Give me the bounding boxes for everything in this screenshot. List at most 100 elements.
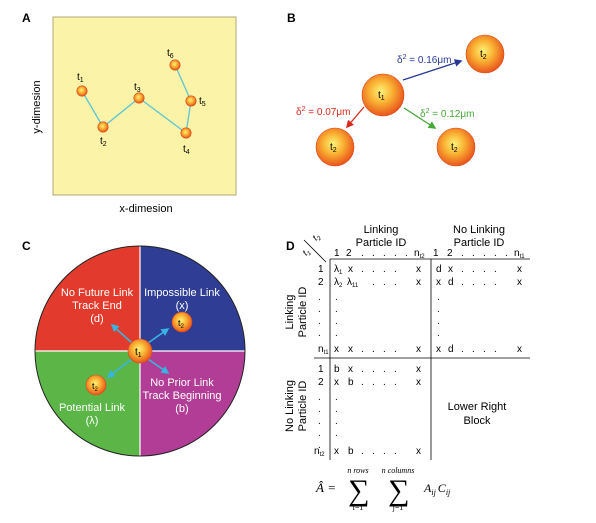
row-index-top-0: 1 <box>318 264 324 275</box>
row-index-bottom-3: . <box>318 404 321 415</box>
panel-a-points: t1 t2 t3 t4 t5 t6 <box>76 48 206 156</box>
ul-vdot-0: . <box>335 292 338 303</box>
ul-entry-0-5: . <box>394 264 397 275</box>
row-index-bottom-5: . <box>318 428 321 439</box>
ur-entry-1-4: . <box>483 277 486 288</box>
ul-entry-2-5: . <box>394 344 397 355</box>
row-index-top-6: nt1 <box>318 344 329 356</box>
ur-entry-0-5: . <box>494 264 497 275</box>
c-particle-bl-label: t2 <box>92 381 99 393</box>
ur-entry-2-1: d <box>448 344 454 355</box>
ul-entry-2-4: . <box>383 344 386 355</box>
ur-entry-0-3: . <box>472 264 475 275</box>
delta-red-label: δ2 = 0.07μm <box>296 106 350 118</box>
row-index-top-4: . <box>318 316 321 327</box>
col-index-right-5: . <box>494 248 497 259</box>
quadrant-tl-line2: Track End <box>72 300 122 312</box>
ll-entry-2-5: . <box>394 446 397 457</box>
col-index-right-7: nt1 <box>514 248 525 260</box>
track-point-2 <box>97 121 109 133</box>
track-point-label-4: t4 <box>183 144 190 156</box>
track-point-1 <box>76 85 88 97</box>
ur-vdot-0: . <box>437 292 440 303</box>
ur-entry-0-0: d <box>436 264 442 275</box>
ur-entry-2-3: . <box>472 344 475 355</box>
ur-entry-0-1: x <box>448 264 453 275</box>
ur-entry-2-4: . <box>483 344 486 355</box>
ul-entry-2-3: . <box>372 344 375 355</box>
track-point-3 <box>133 92 145 104</box>
c-particle-bl <box>85 374 107 396</box>
ul-entry-1-0: λ2 <box>334 277 343 289</box>
particle-target-1 <box>465 34 505 74</box>
row-index-top-3: . <box>318 304 321 315</box>
ul-vdot-1: . <box>335 304 338 315</box>
ur-entry-2-0: x <box>436 344 441 355</box>
panel-b-label: B <box>287 11 296 25</box>
c-arrow-tr <box>147 328 170 344</box>
ul-entry-1-4: . <box>394 277 397 288</box>
ll-entry-0-0: b <box>334 364 340 375</box>
row-head-top-line1: Linking <box>284 295 296 330</box>
row-index-bottom-4: . <box>318 416 321 427</box>
quadrant-top-right <box>140 246 245 351</box>
quadrant-tr-line2: (x) <box>176 300 189 312</box>
row-index-bottom-7: nt2 <box>314 446 325 458</box>
c-particle-tr <box>171 311 193 333</box>
formula: Â = ∑ n rows i=1 ∑ n columns j=1 Aij Cij <box>315 466 451 512</box>
ur-entry-2-5: . <box>494 344 497 355</box>
col-index-left-5: . <box>394 248 397 259</box>
panel-a: A x-dimesion y-dimesion t1 t2 t3 t4 t5 t6 <box>22 11 237 215</box>
ll-vdot-0: . <box>335 392 338 403</box>
track-line <box>81 64 192 135</box>
ll-entry-1-1: b <box>348 377 354 388</box>
col-head-left-line2: Particle ID <box>356 237 407 249</box>
quadrant-tr-line1: Impossible Link <box>144 287 220 299</box>
panel-a-ylabel: y-dimesion <box>31 80 43 133</box>
ul-entry-2-2: . <box>361 344 364 355</box>
c-particle-t1 <box>127 338 153 364</box>
track-point-label-1: t1 <box>77 72 84 84</box>
ll-entry-2-0: x <box>334 446 339 457</box>
ul-entry-2-6: x <box>416 344 421 355</box>
ur-entry-0-4: . <box>483 264 486 275</box>
track-point-label-6: t6 <box>167 48 174 60</box>
col-index-right-1: 2 <box>447 248 453 259</box>
formula-sum1: ∑ <box>348 474 369 507</box>
c-arrow-bl <box>106 358 133 378</box>
corner-top-label: t2 <box>310 231 323 244</box>
ll-entry-1-4: . <box>383 377 386 388</box>
c-particle-t1-label: t1 <box>135 347 142 359</box>
col-index-left-1: 2 <box>346 248 352 259</box>
ll-entry-1-5: . <box>394 377 397 388</box>
row-head-bottom-line2: Particle ID <box>297 381 309 432</box>
ul-entry-1-2: . <box>372 277 375 288</box>
panel-d-label: D <box>286 239 295 253</box>
track-point-label-3: t3 <box>134 82 141 94</box>
corner-left-label: t1 <box>300 246 313 259</box>
ll-vdot-1: . <box>335 404 338 415</box>
quadrant-br-line1: No Prior Link <box>150 377 214 389</box>
formula-term: Aij Cij <box>423 481 451 497</box>
ul-entry-1-1: λ11 <box>347 277 359 289</box>
circle-outline <box>34 245 246 457</box>
ll-entry-1-2: . <box>361 377 364 388</box>
ll-entry-1-0: x <box>334 377 339 388</box>
row-head-bottom-line1: No Linking <box>284 380 296 432</box>
ll-entry-2-6: x <box>416 446 421 457</box>
ul-entry-0-3: . <box>372 264 375 275</box>
particle-target-label-3: t2 <box>451 142 458 154</box>
ll-entry-0-2: . <box>361 364 364 375</box>
ll-vdot-3: . <box>335 428 338 439</box>
ur-vdot-2: . <box>437 316 440 327</box>
panel-d: D t2 t1 Linking Particle ID No Linking P… <box>284 224 530 512</box>
formula-sum2-bottom: j=1 <box>392 503 404 512</box>
col-head-right-line2: Particle ID <box>454 237 505 249</box>
quadrant-tl-line1: No Future Link <box>61 287 134 299</box>
quadrant-bl-line2: (λ) <box>86 415 99 427</box>
col-index-right-0: 1 <box>433 248 439 259</box>
lower-right-line2: Block <box>464 415 491 427</box>
ul-entry-0-1: x <box>348 264 353 275</box>
col-head-left-line1: Linking <box>364 224 399 236</box>
